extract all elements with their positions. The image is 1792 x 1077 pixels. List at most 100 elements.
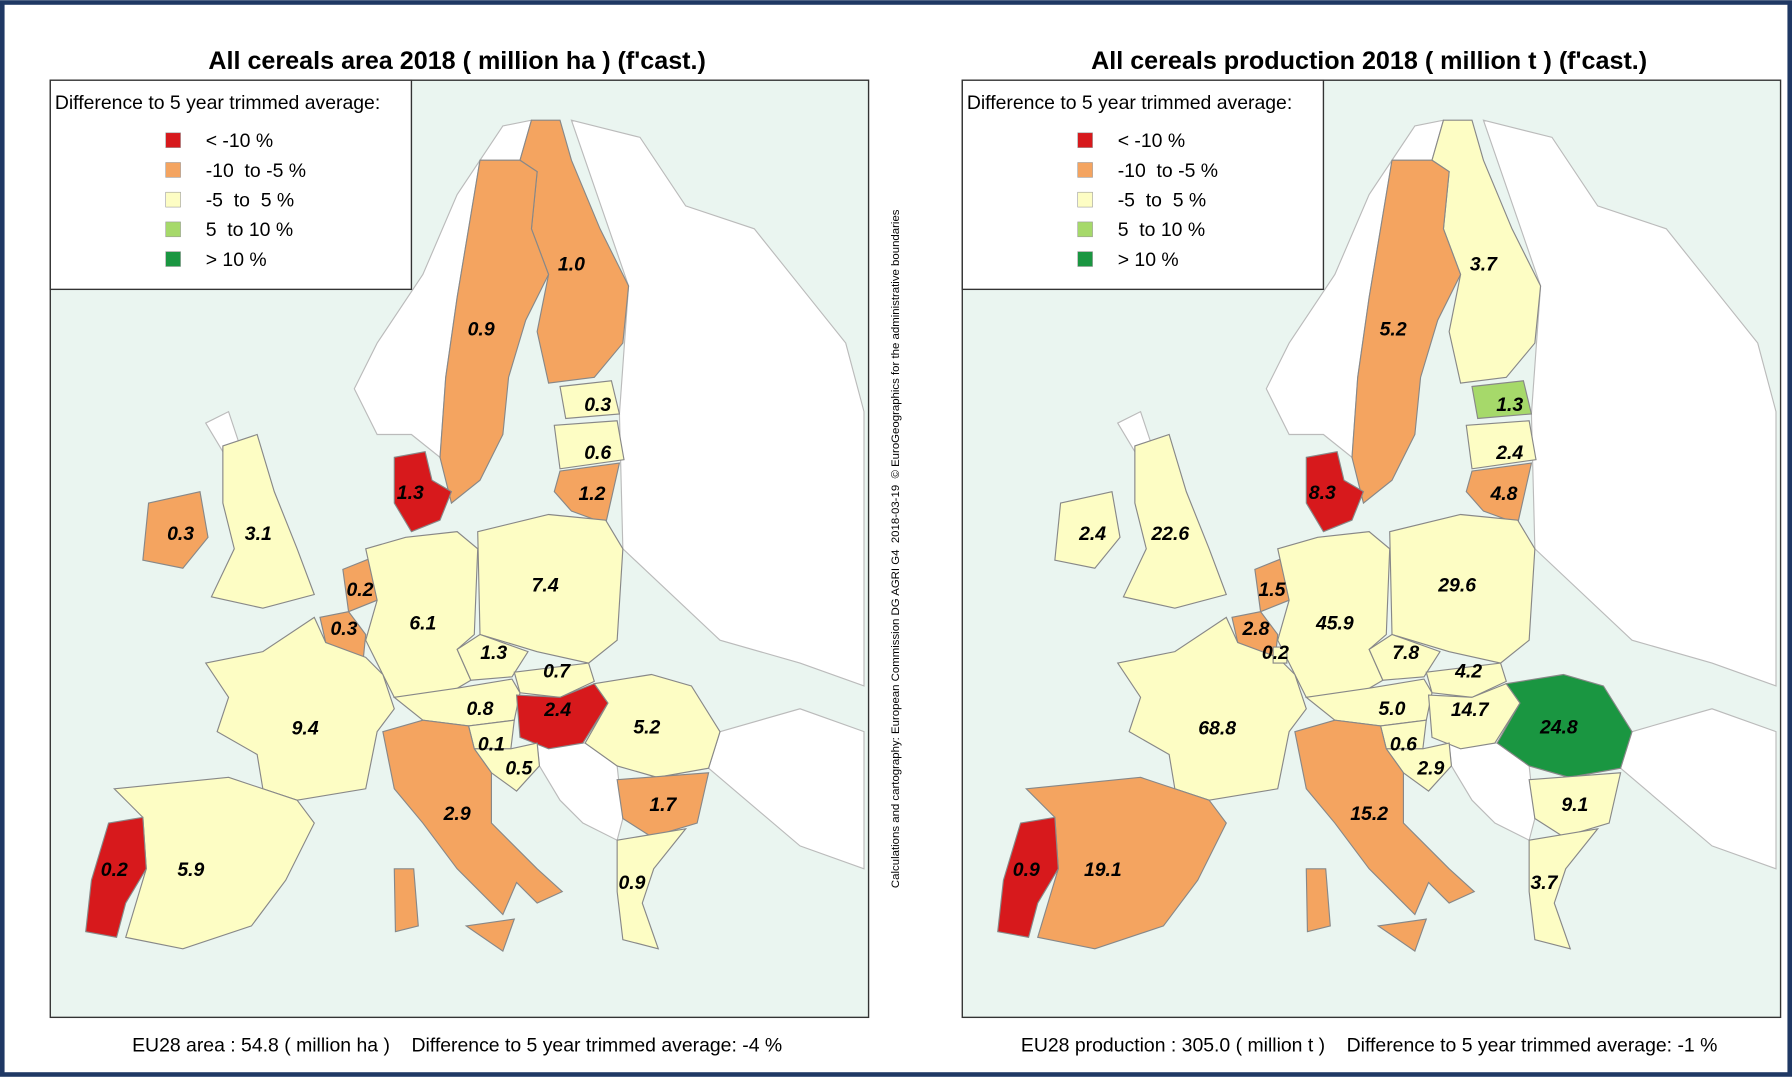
legend-label: -5 to 5 % bbox=[1118, 189, 1206, 211]
legend-label: 5 to 10 % bbox=[1118, 219, 1205, 241]
country-region bbox=[1294, 719, 1476, 952]
region-label: 2.9 bbox=[443, 803, 471, 825]
region-label: 2.4 bbox=[543, 699, 571, 721]
region-label: 1.3 bbox=[1496, 394, 1523, 416]
country-region bbox=[1305, 450, 1365, 533]
country-region bbox=[1425, 662, 1507, 698]
region-label: 1.2 bbox=[579, 483, 606, 505]
region-label: 5.2 bbox=[633, 716, 660, 738]
legend-swatch bbox=[1077, 251, 1093, 267]
legend-label: -5 to 5 % bbox=[206, 189, 294, 211]
legend-box bbox=[961, 79, 1325, 291]
country-region bbox=[1496, 673, 1633, 778]
region-label: 0.1 bbox=[478, 733, 505, 755]
country-region bbox=[515, 682, 609, 750]
region-label: 29.6 bbox=[1437, 575, 1476, 597]
region-label: 0.7 bbox=[543, 660, 571, 682]
legend-label: -10 to -5 % bbox=[206, 160, 306, 182]
region-label: 0.9 bbox=[468, 319, 495, 341]
region-label: 5.0 bbox=[1379, 698, 1406, 720]
legend-label: > 10 % bbox=[206, 249, 267, 271]
map-title: All cereals area 2018 ( million ha ) (f'… bbox=[208, 47, 706, 75]
map-footer: EU28 production : 305.0 ( million t ) Di… bbox=[1021, 1035, 1717, 1057]
country-region bbox=[1427, 682, 1521, 750]
country-region bbox=[142, 490, 209, 569]
region-label: 22.6 bbox=[1150, 523, 1189, 545]
country-region bbox=[1122, 433, 1228, 609]
country-region bbox=[1465, 462, 1533, 525]
legend-swatch bbox=[1077, 162, 1093, 178]
legend-swatch bbox=[165, 191, 181, 208]
country-region bbox=[553, 420, 625, 470]
region-label: 0.3 bbox=[584, 394, 611, 416]
legend-title: Difference to 5 year trimmed average: bbox=[55, 92, 380, 114]
map-footer: EU28 area : 54.8 ( million ha ) Differen… bbox=[132, 1035, 782, 1057]
country-region bbox=[1471, 380, 1533, 420]
legend-box bbox=[49, 79, 413, 291]
region-label: 0.2 bbox=[347, 579, 374, 601]
region-label: 19.1 bbox=[1084, 859, 1122, 881]
legend-label: < -10 % bbox=[206, 130, 273, 152]
country-region bbox=[210, 433, 316, 609]
country-region bbox=[513, 662, 595, 698]
country-region bbox=[553, 462, 621, 525]
region-label: 0.3 bbox=[167, 523, 194, 545]
region-label: 0.9 bbox=[619, 872, 646, 894]
region-label: 1.0 bbox=[558, 253, 585, 275]
legend-label: 5 to 10 % bbox=[206, 219, 293, 241]
region-label: 9.4 bbox=[292, 717, 319, 739]
country-region bbox=[204, 616, 395, 801]
region-label: 8.3 bbox=[1309, 482, 1336, 504]
region-label: 7.4 bbox=[532, 575, 559, 597]
country-region bbox=[997, 816, 1059, 939]
legend-swatch bbox=[165, 251, 181, 267]
region-label: 6.1 bbox=[409, 612, 436, 634]
region-label: 0.6 bbox=[584, 442, 611, 464]
country-region bbox=[393, 450, 453, 533]
country-region bbox=[1116, 616, 1307, 801]
region-label: 2.4 bbox=[1495, 442, 1523, 464]
country-region bbox=[477, 513, 624, 664]
region-label: 2.9 bbox=[1416, 757, 1444, 779]
region-label: 4.8 bbox=[1490, 483, 1518, 505]
region-label: 3.1 bbox=[245, 523, 272, 545]
country-region bbox=[1272, 646, 1288, 664]
country-region bbox=[456, 633, 529, 681]
country-region bbox=[85, 816, 147, 939]
region-label: 0.2 bbox=[101, 859, 128, 881]
region-label: 0.3 bbox=[331, 618, 358, 640]
region-label: 5.2 bbox=[1380, 319, 1407, 341]
region-label: 3.7 bbox=[1531, 872, 1559, 894]
legend-swatch bbox=[165, 162, 181, 178]
region-label: 45.9 bbox=[1315, 612, 1354, 634]
region-label: 0.5 bbox=[505, 757, 533, 779]
legend-swatch bbox=[165, 221, 181, 238]
region-label: 2.8 bbox=[1242, 618, 1270, 640]
region-label: 24.8 bbox=[1539, 716, 1578, 738]
country-region bbox=[1351, 159, 1462, 505]
legend-label: < -10 % bbox=[1118, 130, 1185, 152]
region-label: 3.7 bbox=[1470, 253, 1498, 275]
country-region bbox=[1465, 420, 1537, 470]
country-region bbox=[1054, 490, 1121, 569]
region-label: 0.8 bbox=[467, 698, 494, 720]
region-label: 9.1 bbox=[1561, 794, 1588, 816]
legend-swatch bbox=[1077, 221, 1093, 238]
region-label: 1.7 bbox=[649, 794, 677, 816]
region-label: 4.2 bbox=[1454, 660, 1482, 682]
region-label: 1.3 bbox=[480, 642, 507, 664]
country-region bbox=[319, 611, 367, 659]
legend-swatch bbox=[165, 132, 181, 148]
country-region bbox=[616, 827, 688, 950]
country-region bbox=[1389, 513, 1536, 664]
region-label: 15.2 bbox=[1350, 803, 1388, 825]
region-label: 5.9 bbox=[177, 859, 204, 881]
country-region bbox=[559, 380, 621, 420]
country-region bbox=[1231, 611, 1279, 659]
region-label: 0.9 bbox=[1013, 859, 1040, 881]
region-label: 1.5 bbox=[1259, 579, 1287, 601]
credit: Calculations and cartography: European C… bbox=[890, 209, 902, 888]
region-label: 0.6 bbox=[1390, 733, 1417, 755]
legend-label: > 10 % bbox=[1118, 249, 1179, 271]
country-region bbox=[584, 673, 721, 778]
